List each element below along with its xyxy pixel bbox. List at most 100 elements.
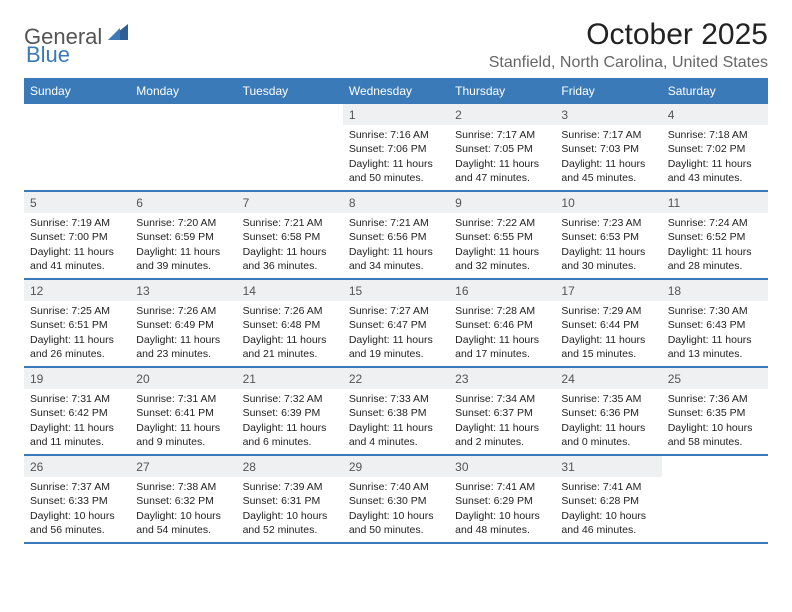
sunrise-text: Sunrise: 7:31 AM [136, 392, 230, 406]
daylight-text: Daylight: 11 hours and 36 minutes. [243, 245, 337, 273]
sunrise-text: Sunrise: 7:19 AM [30, 216, 124, 230]
day-header-fri: Friday [555, 80, 661, 102]
day-number: 14 [237, 280, 343, 301]
sunrise-text: Sunrise: 7:29 AM [561, 304, 655, 318]
sunset-text: Sunset: 6:46 PM [455, 318, 549, 332]
daylight-text: Daylight: 11 hours and 21 minutes. [243, 333, 337, 361]
day-details: Sunrise: 7:26 AMSunset: 6:49 PMDaylight:… [130, 301, 236, 365]
day-number: 10 [555, 192, 661, 213]
sunrise-text: Sunrise: 7:34 AM [455, 392, 549, 406]
day-details: Sunrise: 7:24 AMSunset: 6:52 PMDaylight:… [662, 213, 768, 277]
sunrise-text: Sunrise: 7:26 AM [136, 304, 230, 318]
day-cell: 26Sunrise: 7:37 AMSunset: 6:33 PMDayligh… [24, 456, 130, 542]
day-details: Sunrise: 7:23 AMSunset: 6:53 PMDaylight:… [555, 213, 661, 277]
sunset-text: Sunset: 7:03 PM [561, 142, 655, 156]
daylight-text: Daylight: 11 hours and 15 minutes. [561, 333, 655, 361]
day-cell: 28Sunrise: 7:39 AMSunset: 6:31 PMDayligh… [237, 456, 343, 542]
day-cell: 30Sunrise: 7:41 AMSunset: 6:29 PMDayligh… [449, 456, 555, 542]
day-details: Sunrise: 7:31 AMSunset: 6:42 PMDaylight:… [24, 389, 130, 453]
sunrise-text: Sunrise: 7:24 AM [668, 216, 762, 230]
day-details: Sunrise: 7:29 AMSunset: 6:44 PMDaylight:… [555, 301, 661, 365]
daylight-text: Daylight: 11 hours and 41 minutes. [30, 245, 124, 273]
daylight-text: Daylight: 10 hours and 46 minutes. [561, 509, 655, 537]
day-cell: 16Sunrise: 7:28 AMSunset: 6:46 PMDayligh… [449, 280, 555, 366]
sunset-text: Sunset: 6:37 PM [455, 406, 549, 420]
day-header-tue: Tuesday [237, 80, 343, 102]
sunrise-text: Sunrise: 7:39 AM [243, 480, 337, 494]
calendar-page: General October 2025 Stanfield, North Ca… [0, 0, 792, 544]
title-block: October 2025 Stanfield, North Carolina, … [489, 18, 768, 72]
sunrise-text: Sunrise: 7:26 AM [243, 304, 337, 318]
sunset-text: Sunset: 6:53 PM [561, 230, 655, 244]
day-number: 3 [555, 104, 661, 125]
day-number: 1 [343, 104, 449, 125]
day-number: 30 [449, 456, 555, 477]
day-number: 17 [555, 280, 661, 301]
day-cell: 14Sunrise: 7:26 AMSunset: 6:48 PMDayligh… [237, 280, 343, 366]
daylight-text: Daylight: 11 hours and 28 minutes. [668, 245, 762, 273]
day-header-wed: Wednesday [343, 80, 449, 102]
sunset-text: Sunset: 7:06 PM [349, 142, 443, 156]
sunrise-text: Sunrise: 7:41 AM [455, 480, 549, 494]
day-cell [24, 104, 130, 190]
sunrise-text: Sunrise: 7:33 AM [349, 392, 443, 406]
day-cell: 4Sunrise: 7:18 AMSunset: 7:02 PMDaylight… [662, 104, 768, 190]
sunrise-text: Sunrise: 7:38 AM [136, 480, 230, 494]
sunset-text: Sunset: 6:36 PM [561, 406, 655, 420]
sunset-text: Sunset: 6:32 PM [136, 494, 230, 508]
day-details: Sunrise: 7:27 AMSunset: 6:47 PMDaylight:… [343, 301, 449, 365]
day-number: 5 [24, 192, 130, 213]
sunset-text: Sunset: 6:30 PM [349, 494, 443, 508]
day-details: Sunrise: 7:41 AMSunset: 6:28 PMDaylight:… [555, 477, 661, 541]
day-details: Sunrise: 7:20 AMSunset: 6:59 PMDaylight:… [130, 213, 236, 277]
sunset-text: Sunset: 6:48 PM [243, 318, 337, 332]
location-subtitle: Stanfield, North Carolina, United States [489, 54, 768, 72]
sunset-text: Sunset: 6:33 PM [30, 494, 124, 508]
sunrise-text: Sunrise: 7:25 AM [30, 304, 124, 318]
day-cell: 29Sunrise: 7:40 AMSunset: 6:30 PMDayligh… [343, 456, 449, 542]
sunset-text: Sunset: 7:02 PM [668, 142, 762, 156]
day-cell: 31Sunrise: 7:41 AMSunset: 6:28 PMDayligh… [555, 456, 661, 542]
day-cell: 21Sunrise: 7:32 AMSunset: 6:39 PMDayligh… [237, 368, 343, 454]
daylight-text: Daylight: 11 hours and 34 minutes. [349, 245, 443, 273]
day-details: Sunrise: 7:26 AMSunset: 6:48 PMDaylight:… [237, 301, 343, 365]
week-row: 19Sunrise: 7:31 AMSunset: 6:42 PMDayligh… [24, 368, 768, 456]
daylight-text: Daylight: 10 hours and 58 minutes. [668, 421, 762, 449]
day-details: Sunrise: 7:31 AMSunset: 6:41 PMDaylight:… [130, 389, 236, 453]
day-number: 7 [237, 192, 343, 213]
day-details: Sunrise: 7:37 AMSunset: 6:33 PMDaylight:… [24, 477, 130, 541]
day-details: Sunrise: 7:28 AMSunset: 6:46 PMDaylight:… [449, 301, 555, 365]
sunset-text: Sunset: 6:35 PM [668, 406, 762, 420]
day-number: 20 [130, 368, 236, 389]
daylight-text: Daylight: 11 hours and 13 minutes. [668, 333, 762, 361]
month-title: October 2025 [489, 18, 768, 52]
day-number: 12 [24, 280, 130, 301]
sunrise-text: Sunrise: 7:31 AM [30, 392, 124, 406]
day-number: 11 [662, 192, 768, 213]
day-details: Sunrise: 7:17 AMSunset: 7:05 PMDaylight:… [449, 125, 555, 189]
sunset-text: Sunset: 6:29 PM [455, 494, 549, 508]
day-details: Sunrise: 7:33 AMSunset: 6:38 PMDaylight:… [343, 389, 449, 453]
sunrise-text: Sunrise: 7:22 AM [455, 216, 549, 230]
day-details: Sunrise: 7:17 AMSunset: 7:03 PMDaylight:… [555, 125, 661, 189]
day-cell: 15Sunrise: 7:27 AMSunset: 6:47 PMDayligh… [343, 280, 449, 366]
day-cell: 12Sunrise: 7:25 AMSunset: 6:51 PMDayligh… [24, 280, 130, 366]
day-details: Sunrise: 7:21 AMSunset: 6:56 PMDaylight:… [343, 213, 449, 277]
day-cell: 7Sunrise: 7:21 AMSunset: 6:58 PMDaylight… [237, 192, 343, 278]
daylight-text: Daylight: 10 hours and 52 minutes. [243, 509, 337, 537]
day-header-thu: Thursday [449, 80, 555, 102]
daylight-text: Daylight: 10 hours and 50 minutes. [349, 509, 443, 537]
day-details: Sunrise: 7:19 AMSunset: 7:00 PMDaylight:… [24, 213, 130, 277]
sunset-text: Sunset: 6:55 PM [455, 230, 549, 244]
day-number: 18 [662, 280, 768, 301]
sunset-text: Sunset: 6:43 PM [668, 318, 762, 332]
sunrise-text: Sunrise: 7:20 AM [136, 216, 230, 230]
day-number: 27 [130, 456, 236, 477]
day-cell: 23Sunrise: 7:34 AMSunset: 6:37 PMDayligh… [449, 368, 555, 454]
day-cell: 22Sunrise: 7:33 AMSunset: 6:38 PMDayligh… [343, 368, 449, 454]
day-details: Sunrise: 7:22 AMSunset: 6:55 PMDaylight:… [449, 213, 555, 277]
day-cell [237, 104, 343, 190]
week-row: 12Sunrise: 7:25 AMSunset: 6:51 PMDayligh… [24, 280, 768, 368]
daylight-text: Daylight: 11 hours and 9 minutes. [136, 421, 230, 449]
sunset-text: Sunset: 6:39 PM [243, 406, 337, 420]
